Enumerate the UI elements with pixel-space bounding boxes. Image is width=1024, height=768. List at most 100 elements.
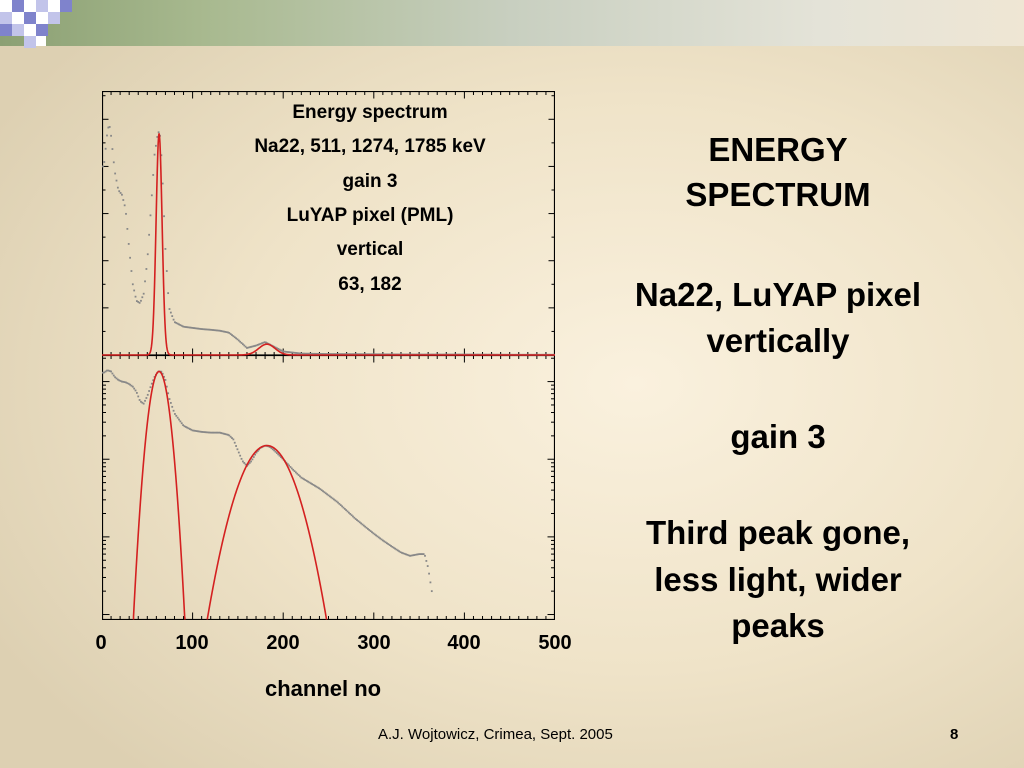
top-data-point xyxy=(116,186,119,189)
bottom-data-point xyxy=(384,541,387,544)
bottom-data-point xyxy=(107,369,110,372)
annotation-line-2: Na22, 511, 1274, 1785 keV xyxy=(254,136,486,157)
bottom-data-point xyxy=(426,565,429,567)
slide-title-line-2: SPECTRUM xyxy=(685,176,871,213)
bottom-data-point xyxy=(407,554,410,557)
bottom-data-point xyxy=(380,538,383,541)
bottom-data-point xyxy=(386,542,388,545)
top-data-point xyxy=(191,326,194,329)
bottom-data-point xyxy=(256,450,259,452)
bottom-data-point xyxy=(373,533,376,536)
slide-note-line-1: Third peak gone, xyxy=(645,514,911,551)
bottom-data-point xyxy=(356,519,358,521)
top-data-point xyxy=(184,326,187,328)
top-data-point xyxy=(252,345,255,348)
top-data-point xyxy=(263,341,266,344)
top-data-point xyxy=(239,340,242,343)
top-data-point xyxy=(221,330,224,333)
bottom-data-point xyxy=(334,499,337,502)
bottom-data-point xyxy=(315,485,318,488)
page-number: 8 xyxy=(950,726,959,743)
top-data-point xyxy=(343,353,346,356)
top-data-point xyxy=(316,352,319,355)
x-axis-label: channel no xyxy=(265,676,382,701)
bottom-data-point xyxy=(415,553,418,556)
top-data-point xyxy=(354,353,357,356)
top-data-point xyxy=(188,326,191,329)
bottom-data-point xyxy=(362,524,365,527)
bottom-data-point xyxy=(237,451,240,454)
slide-subtitle-line-1: Na22, LuYAP pixel xyxy=(634,276,922,313)
top-data-point xyxy=(179,324,182,326)
top-data-point xyxy=(157,131,160,134)
bottom-data-point xyxy=(335,500,338,503)
bottom-data-point xyxy=(345,509,348,512)
top-data-point xyxy=(141,296,144,299)
top-data-point xyxy=(275,347,278,350)
top-data-point xyxy=(297,352,300,355)
bottom-data-point xyxy=(371,531,373,534)
top-data-point xyxy=(337,353,339,356)
bottom-data-point xyxy=(119,380,122,382)
top-data-point xyxy=(114,172,117,175)
x-tick-label: 0 xyxy=(95,632,107,654)
bottom-data-point xyxy=(421,553,424,556)
top-data-point xyxy=(254,344,257,347)
top-data-point xyxy=(198,327,201,330)
top-data-point xyxy=(216,329,218,332)
bottom-data-point xyxy=(294,471,297,474)
x-tick-label: 300 xyxy=(357,632,391,654)
top-data-point xyxy=(145,268,148,270)
bottom-data-point xyxy=(274,450,277,453)
bottom-data-point xyxy=(183,425,186,428)
bottom-data-point xyxy=(377,536,380,539)
top-data-point xyxy=(110,134,112,137)
top-data-point xyxy=(303,352,305,355)
bottom-data-point xyxy=(350,514,353,517)
top-data-point xyxy=(251,345,254,348)
top-data-point xyxy=(106,134,108,137)
bottom-data-point xyxy=(405,553,407,556)
top-data-point xyxy=(224,330,227,333)
bottom-data-point xyxy=(112,374,115,377)
top-data-point xyxy=(202,328,205,331)
header-band xyxy=(0,0,1024,46)
bottom-data-point xyxy=(341,505,343,508)
bottom-data-point xyxy=(417,553,420,556)
bottom-data-point xyxy=(195,430,198,432)
spectrum-svg xyxy=(102,91,555,620)
top-data-point xyxy=(353,353,356,356)
bottom-data-point xyxy=(182,424,184,427)
top-data-point xyxy=(137,301,140,303)
slide-title-line-1: ENERGY xyxy=(708,131,848,168)
bottom-data-point xyxy=(275,452,278,454)
top-data-point xyxy=(277,347,280,350)
top-data-point xyxy=(182,325,184,328)
top-data-point xyxy=(352,353,354,356)
bottom-data-point xyxy=(127,382,130,385)
top-data-point xyxy=(324,353,327,355)
top-data-point xyxy=(299,352,301,355)
bottom-data-point xyxy=(328,495,331,498)
bottom-data-point xyxy=(406,553,409,556)
bottom-data-point xyxy=(146,393,149,396)
bottom-data-point xyxy=(122,380,125,383)
top-data-point xyxy=(237,339,240,342)
slide-note-line-2: less light, wider xyxy=(654,561,902,598)
annotation-line-5: vertical xyxy=(336,239,404,260)
bottom-data-point xyxy=(248,462,251,464)
x-tick-label: 200 xyxy=(266,632,300,654)
top-data-point xyxy=(261,342,263,345)
bottom-data-point xyxy=(346,510,349,513)
bottom-data-point xyxy=(372,532,375,535)
x-tick-label: 500 xyxy=(538,632,572,654)
top-data-point xyxy=(178,323,180,326)
bottom-data-point xyxy=(142,402,145,405)
bottom-data-point xyxy=(229,435,232,438)
bottom-data-point xyxy=(293,470,296,472)
bottom-data-point xyxy=(333,498,335,501)
bottom-fit-peak-1 xyxy=(132,370,186,620)
top-data-point xyxy=(129,256,131,259)
top-data-point xyxy=(130,270,133,272)
top-data-point xyxy=(232,335,235,338)
